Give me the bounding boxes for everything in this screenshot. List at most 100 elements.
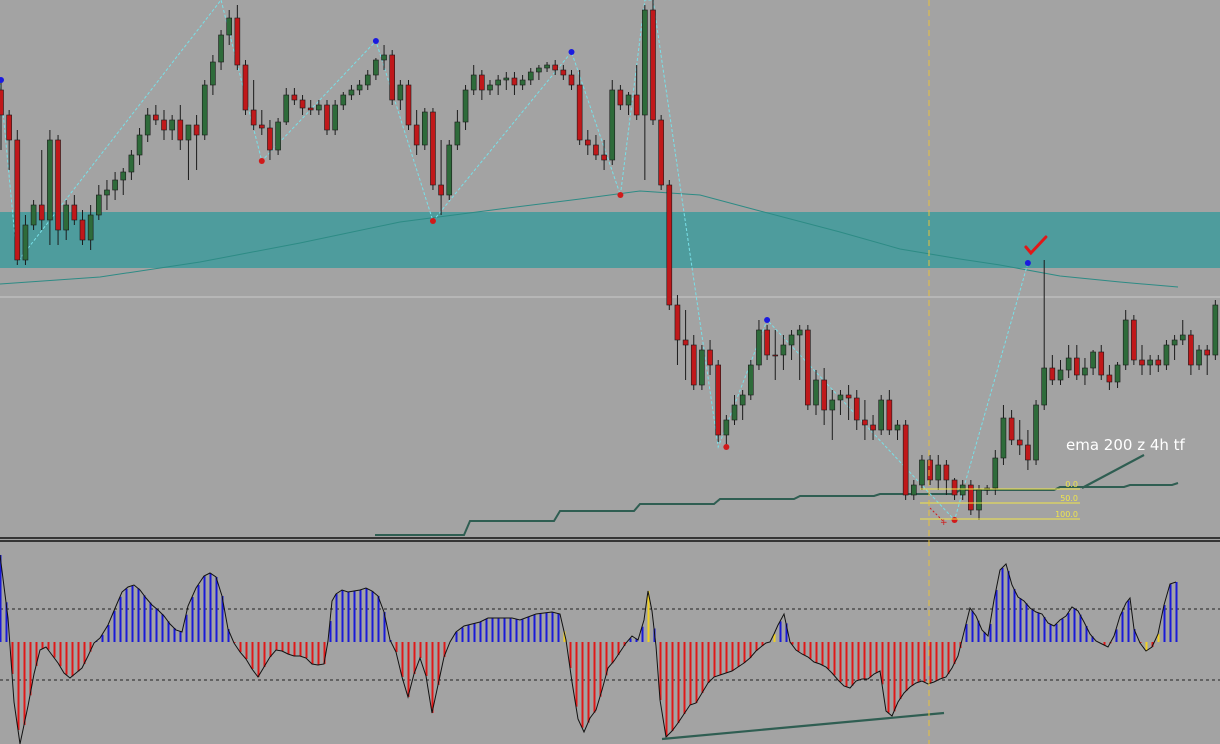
candle-body: [747, 364, 754, 396]
candle: [829, 390, 836, 440]
candle: [927, 455, 933, 485]
candle: [316, 100, 322, 115]
candle-body: [87, 214, 94, 241]
candle: [242, 60, 249, 115]
candle: [1106, 365, 1113, 390]
candle: [161, 110, 167, 140]
candle-body: [862, 419, 868, 426]
candle: [902, 420, 909, 500]
candle: [381, 45, 387, 70]
candle-body: [633, 94, 640, 116]
candle: [674, 295, 681, 365]
candle-body: [527, 71, 534, 81]
candle-body: [609, 89, 616, 161]
candle-body: [438, 184, 444, 196]
candle-body: [421, 111, 428, 146]
candle-body: [968, 484, 974, 511]
candle-body: [430, 111, 436, 186]
candle-body: [796, 329, 803, 336]
candle: [487, 80, 493, 95]
candlestick-series: [0, 0, 1219, 520]
candle-body: [30, 204, 37, 226]
candle-body: [739, 394, 746, 406]
candle: [307, 100, 314, 115]
candle: [593, 135, 599, 160]
swing-low-marker: [951, 517, 958, 523]
candle: [1131, 315, 1137, 365]
candle-body: [210, 61, 216, 86]
candle-body: [642, 9, 648, 116]
candle: [112, 172, 118, 200]
candle-body: [1155, 359, 1162, 366]
candle-body: [699, 349, 705, 386]
candle-body: [837, 394, 844, 401]
candle: [1179, 320, 1186, 345]
candle: [764, 325, 770, 360]
candle: [910, 480, 917, 500]
candle-body: [340, 94, 347, 106]
candle-body: [0, 89, 4, 116]
candle-body: [275, 121, 281, 151]
candle: [71, 195, 78, 225]
ema-200-4h-line: [375, 482, 1179, 536]
candle-body: [707, 349, 713, 366]
candle: [462, 85, 469, 130]
swing-high-marker: [568, 49, 575, 55]
candle-body: [601, 154, 607, 161]
candle: [650, 0, 656, 125]
candle: [291, 88, 298, 105]
candle-body: [1033, 404, 1039, 461]
oscillator-panel: [0, 554, 1220, 744]
candle-body: [813, 379, 819, 406]
candle: [373, 58, 379, 80]
candle: [609, 80, 616, 165]
candle-body: [584, 139, 591, 146]
candle-body: [71, 204, 78, 221]
ema-line: [0, 190, 1179, 288]
candle: [633, 65, 640, 120]
candle: [1016, 420, 1023, 455]
candle: [1122, 310, 1129, 370]
candle: [470, 65, 477, 95]
candle-body: [772, 354, 779, 357]
candle: [560, 65, 567, 80]
candle: [601, 140, 607, 170]
candle-body: [332, 104, 338, 131]
candle-body: [462, 89, 469, 123]
candle-body: [1041, 367, 1047, 406]
candle: [894, 420, 901, 440]
candle: [625, 92, 632, 115]
candle-body: [935, 464, 942, 481]
candle: [177, 105, 184, 150]
candle: [527, 68, 534, 85]
candle: [79, 210, 86, 245]
candle-body: [63, 204, 70, 231]
candle-body: [283, 94, 290, 123]
candle: [1204, 345, 1210, 375]
candle-body: [96, 194, 102, 216]
divergence-line: [661, 711, 945, 741]
candle: [968, 480, 974, 515]
candle: [14, 130, 21, 265]
candle-body: [324, 104, 330, 131]
candle: [1196, 345, 1202, 370]
candle: [731, 395, 738, 425]
candle-body: [446, 144, 453, 196]
candle: [38, 150, 45, 230]
candle: [356, 80, 363, 95]
candle-body: [715, 364, 722, 436]
candle: [430, 108, 436, 190]
candle: [992, 450, 999, 495]
candle-body: [682, 339, 689, 346]
swing-low-marker: [429, 218, 436, 224]
candle-body: [454, 121, 461, 146]
candle-body: [405, 84, 412, 126]
candle: [544, 62, 550, 72]
fib-level-label: 50.0: [1060, 494, 1078, 503]
candle: [715, 360, 722, 442]
candle-body: [55, 139, 61, 231]
swing-low-marker: [617, 192, 624, 198]
candle-body: [650, 9, 656, 121]
candle: [120, 168, 127, 195]
candle: [511, 72, 518, 95]
